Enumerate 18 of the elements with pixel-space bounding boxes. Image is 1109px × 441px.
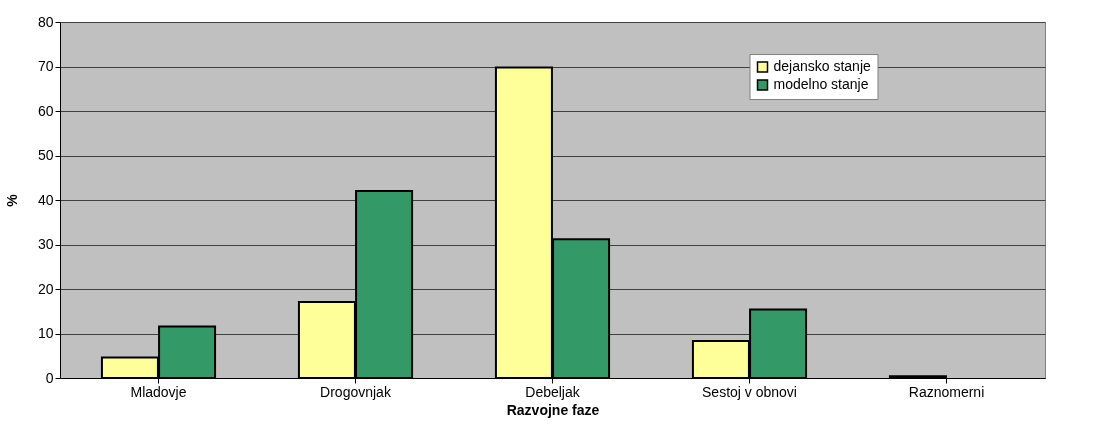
x-tick-label: Raznomerni [908,383,985,400]
y-tick-label: 50 [37,147,54,163]
x-axis-title: Razvojne faze [506,401,600,418]
y-tick-label: 10 [37,325,54,341]
y-axis-title: % [3,193,20,207]
x-tick-label: Sestoj v obnovi [702,383,797,400]
x-tick-label: Mladovje [130,383,187,400]
legend-label: dejansko stanje [773,58,871,75]
legend-label: modelno stanje [773,76,869,93]
y-tick-label: 60 [37,102,54,119]
y-tick-label: 30 [37,236,54,252]
y-tick-label: 0 [45,369,54,386]
y-tick-label: 80 [37,13,54,30]
x-tick-label: Drogovnjak [320,383,392,400]
x-tick-label: Debeljak [525,383,581,400]
y-tick-label: 70 [37,58,54,74]
y-tick-label: 40 [37,191,54,208]
y-tick-label: 20 [37,280,54,297]
